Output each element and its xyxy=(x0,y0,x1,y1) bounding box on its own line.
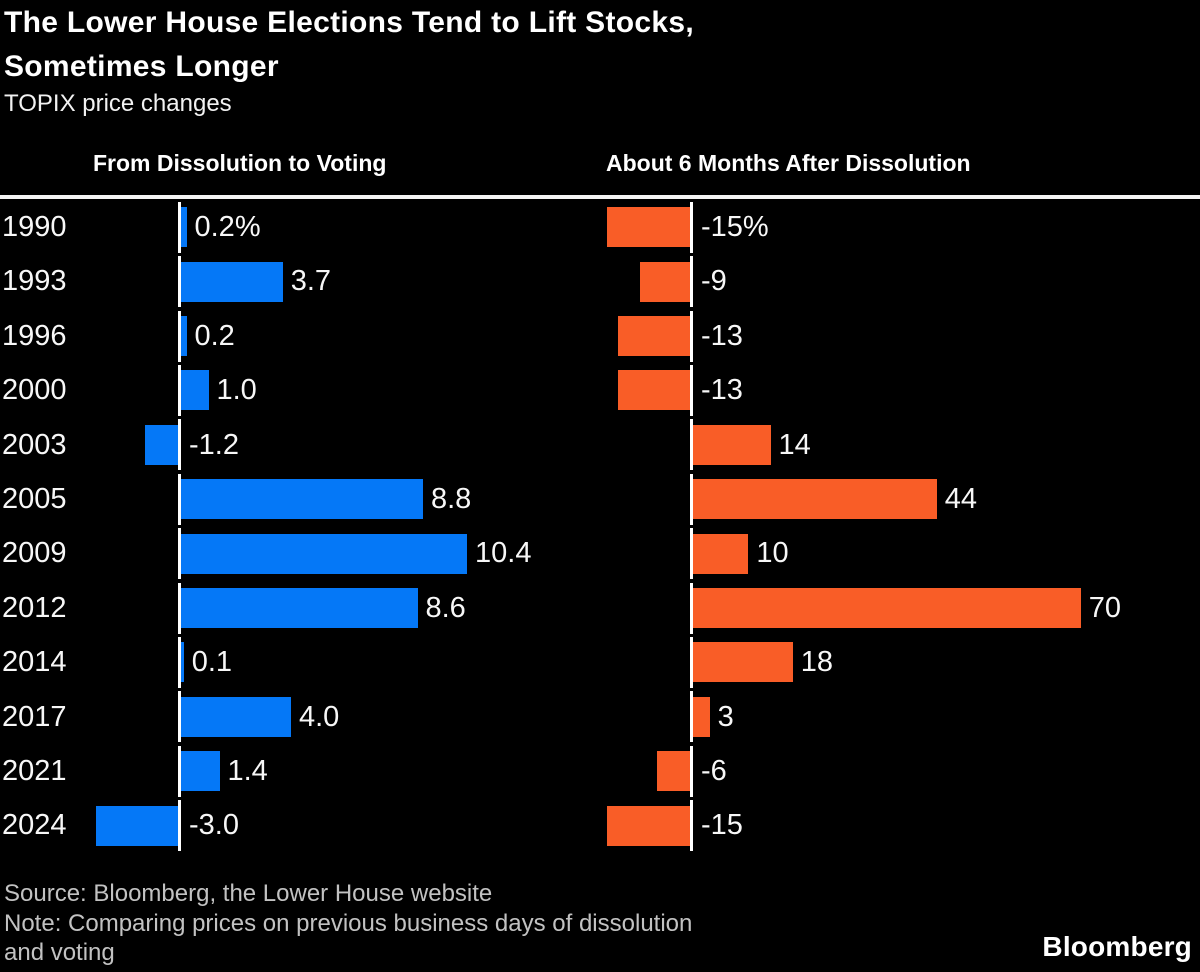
value-label-after: 14 xyxy=(778,428,811,461)
zero-axis-during xyxy=(178,419,181,471)
bar-after xyxy=(693,533,749,574)
bar-after xyxy=(606,805,690,846)
source-line: Source: Bloomberg, the Lower House websi… xyxy=(4,880,493,907)
zero-axis-after xyxy=(690,745,693,797)
value-label-after: -15 xyxy=(701,809,743,842)
zero-axis-during xyxy=(178,364,181,416)
bar-during xyxy=(145,424,178,465)
year-label: 2005 xyxy=(2,483,67,515)
bar-during xyxy=(181,696,291,737)
bar-after xyxy=(693,642,793,683)
zero-axis-after xyxy=(690,310,693,362)
year-label: 2012 xyxy=(2,591,67,624)
zero-axis-after xyxy=(690,800,693,852)
value-label-during: 10.4 xyxy=(475,537,532,570)
value-label-after: -6 xyxy=(701,755,727,787)
bar-during xyxy=(181,207,187,248)
bar-after xyxy=(656,751,690,792)
zero-axis-during xyxy=(178,582,181,634)
bar-after xyxy=(617,316,690,356)
bloomberg-logo: Bloomberg xyxy=(1042,931,1192,962)
zero-axis-during xyxy=(178,473,181,525)
note-line-2: and voting xyxy=(4,939,115,966)
bar-during xyxy=(181,316,187,356)
bar-during xyxy=(181,588,418,628)
value-label-during: 8.8 xyxy=(431,483,472,515)
year-label: 2003 xyxy=(2,428,67,461)
bar-after xyxy=(693,424,771,465)
value-label-during: 1.4 xyxy=(227,755,268,787)
value-label-after: 70 xyxy=(1088,591,1122,624)
value-label-during: 4.0 xyxy=(299,700,340,733)
year-label: 1990 xyxy=(2,211,67,243)
zero-axis-after xyxy=(690,201,693,253)
bar-during xyxy=(181,642,184,683)
value-label-after: 44 xyxy=(944,483,978,515)
value-label-during: 1.0 xyxy=(216,374,257,407)
year-label: 2021 xyxy=(2,755,67,787)
year-label: 2014 xyxy=(2,646,67,679)
value-label-during: 0.2 xyxy=(194,319,235,352)
zero-axis-during xyxy=(178,201,181,253)
value-label-after: 3 xyxy=(717,700,734,733)
zero-axis-after xyxy=(690,528,693,580)
bar-after xyxy=(640,261,690,302)
zero-axis-during xyxy=(178,636,181,688)
note-line-1: Note: Comparing prices on previous busin… xyxy=(4,909,693,937)
zero-axis-after xyxy=(690,419,693,471)
value-label-after: -13 xyxy=(701,374,743,407)
panel-header-left: From Dissolution to Voting xyxy=(93,150,387,176)
year-label: 2024 xyxy=(2,809,67,842)
year-label: 2009 xyxy=(2,537,67,570)
value-label-during: 8.6 xyxy=(425,591,466,624)
zero-axis-during xyxy=(178,691,181,743)
bar-during xyxy=(181,479,423,520)
zero-axis-after xyxy=(690,636,693,688)
zero-axis-during xyxy=(178,745,181,797)
zero-axis-during xyxy=(178,256,181,308)
year-label: 1993 xyxy=(2,265,67,298)
bar-during xyxy=(95,805,178,846)
footer-notes: Source: Bloomberg, the Lower House websi… xyxy=(4,879,692,968)
zero-axis-after xyxy=(690,256,693,308)
bar-during xyxy=(181,533,467,574)
bar-after xyxy=(693,696,710,737)
bar-after xyxy=(617,370,690,411)
chart-title-line-2: Sometimes Longer xyxy=(4,50,279,83)
chart-subtitle: TOPIX price changes xyxy=(4,90,232,117)
value-label-after: -15% xyxy=(701,211,769,243)
bar-after xyxy=(693,479,937,520)
value-label-after: -9 xyxy=(701,265,727,298)
zero-axis-during xyxy=(178,310,181,362)
value-label-after: -13 xyxy=(701,319,743,352)
value-label-during: -1.2 xyxy=(189,428,239,461)
value-label-after: 18 xyxy=(800,646,833,679)
zero-axis-after xyxy=(690,473,693,525)
zero-axis-after xyxy=(690,364,693,416)
value-label-after: 10 xyxy=(756,537,789,570)
bar-after xyxy=(693,588,1081,628)
value-label-during: 3.7 xyxy=(290,265,332,298)
year-label: 2000 xyxy=(2,374,67,407)
year-label: 1996 xyxy=(2,319,67,352)
value-label-during: 0.1 xyxy=(191,646,233,679)
zero-axis-during xyxy=(178,800,181,852)
value-label-during: 0.2% xyxy=(194,211,261,243)
zero-axis-after xyxy=(690,582,693,634)
panel-header-right: About 6 Months After Dissolution xyxy=(606,150,971,176)
zero-axis-during xyxy=(178,528,181,580)
bar-during xyxy=(181,261,283,302)
header-divider-rule xyxy=(0,195,1200,199)
chart-title-line-1: The Lower House Elections Tend to Lift S… xyxy=(4,6,694,39)
value-label-during: -3.0 xyxy=(189,809,239,842)
bar-during xyxy=(181,751,220,792)
zero-axis-after xyxy=(690,691,693,743)
year-label: 2017 xyxy=(2,700,67,733)
bar-during xyxy=(181,370,209,411)
bar-after xyxy=(606,207,690,248)
